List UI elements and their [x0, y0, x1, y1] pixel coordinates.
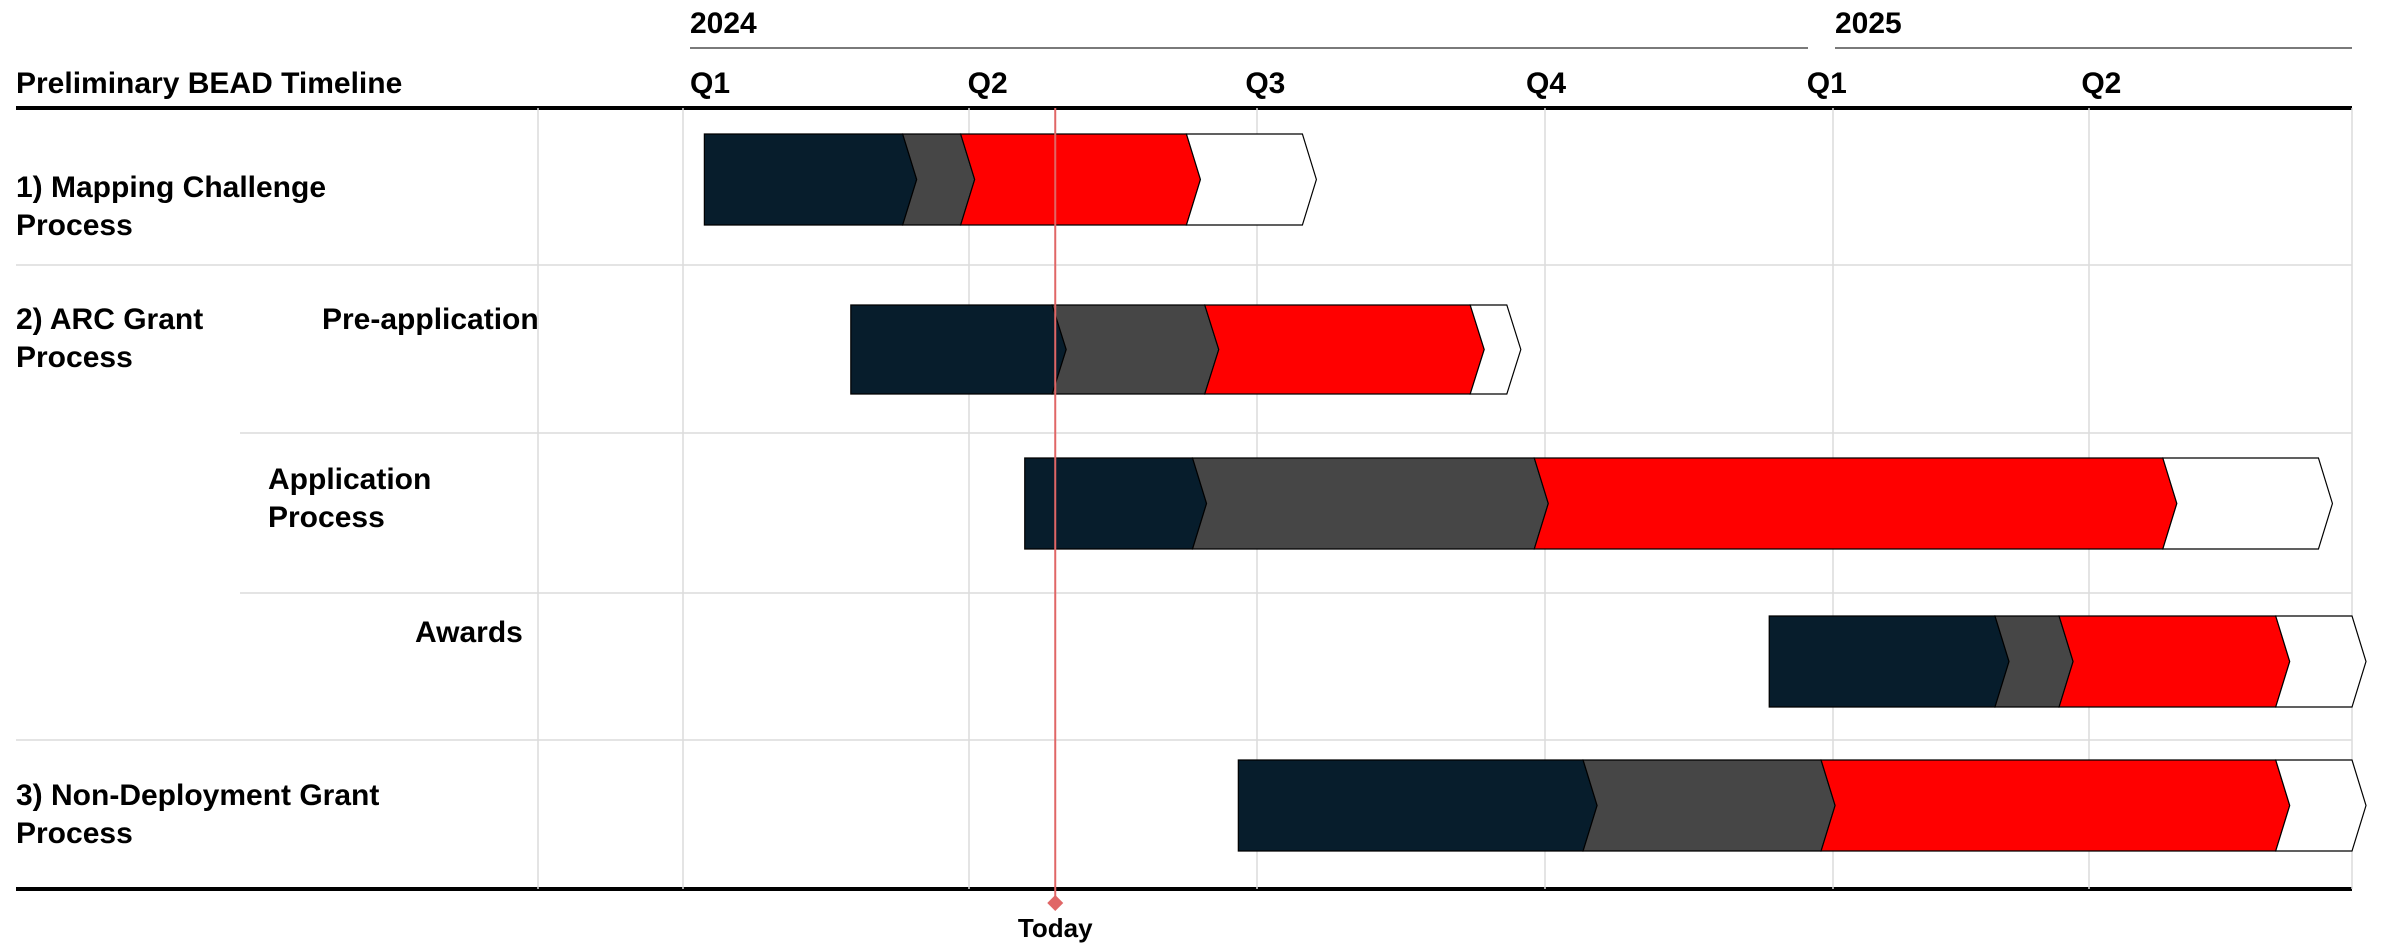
- year-label: 2024: [690, 7, 757, 40]
- quarter-label: Q1: [1807, 67, 1847, 100]
- chart-header: Preliminary BEAD Timeline 2024 2025 Q1 Q2 Q3…: [16, 7, 2352, 100]
- today-diamond: [1047, 895, 1064, 911]
- bar-phase-4: [2274, 759, 2367, 852]
- bars-layer: [703, 133, 2367, 852]
- bar-phase-2: [1191, 457, 1549, 550]
- row-label: Process: [16, 817, 133, 850]
- bar-phase-4: [2274, 615, 2367, 708]
- bar-phase-1: [850, 304, 1067, 395]
- row-label: 3) Non-Deployment Grant: [16, 779, 379, 812]
- bar-phase-1: [1024, 457, 1208, 550]
- bar-phase-3: [1820, 759, 2291, 852]
- today-marker: Today: [1018, 108, 1093, 943]
- bar-phase-3: [1533, 457, 2178, 550]
- row-label: 1) Mapping Challenge: [16, 171, 326, 204]
- row-labels: 1) Mapping Challenge Process 2) ARC Grant P…: [16, 171, 539, 850]
- gantt-bar: [1024, 457, 2334, 550]
- gantt-bar: [703, 133, 1318, 226]
- bar-phase-3: [2058, 615, 2291, 708]
- bar-phase-4: [2162, 457, 2334, 550]
- bar-phase-2: [1051, 304, 1220, 395]
- row-sublabel: Pre-application: [322, 303, 539, 336]
- row-sublabel: Process: [268, 501, 385, 534]
- bar-phase-3: [1203, 304, 1485, 395]
- bar-phase-1: [1237, 759, 1598, 852]
- row-label: Process: [16, 209, 133, 242]
- chart-title: Preliminary BEAD Timeline: [16, 67, 402, 100]
- row-sublabel: Application: [268, 463, 431, 496]
- quarter-label: Q2: [968, 67, 1008, 100]
- bar-phase-1: [1768, 615, 2010, 708]
- bar-phase-3: [959, 133, 1202, 226]
- quarter-label: Q4: [1526, 67, 1566, 100]
- bar-phase-1: [703, 133, 918, 226]
- gantt-bar: [850, 304, 1522, 395]
- row-sublabel: Awards: [415, 616, 523, 649]
- year-label: 2025: [1835, 7, 1902, 40]
- gantt-bar: [1237, 759, 2367, 852]
- gantt-bar: [1768, 615, 2367, 708]
- quarter-label: Q2: [2081, 67, 2121, 100]
- today-label: Today: [1018, 913, 1093, 943]
- row-label: Process: [16, 341, 133, 374]
- bar-phase-2: [1582, 759, 1836, 852]
- bar-phase-4: [1469, 304, 1522, 395]
- row-label: 2) ARC Grant: [16, 303, 203, 336]
- bar-phase-4: [1185, 133, 1318, 226]
- quarter-label: Q1: [690, 67, 730, 100]
- quarter-label: Q3: [1245, 67, 1285, 100]
